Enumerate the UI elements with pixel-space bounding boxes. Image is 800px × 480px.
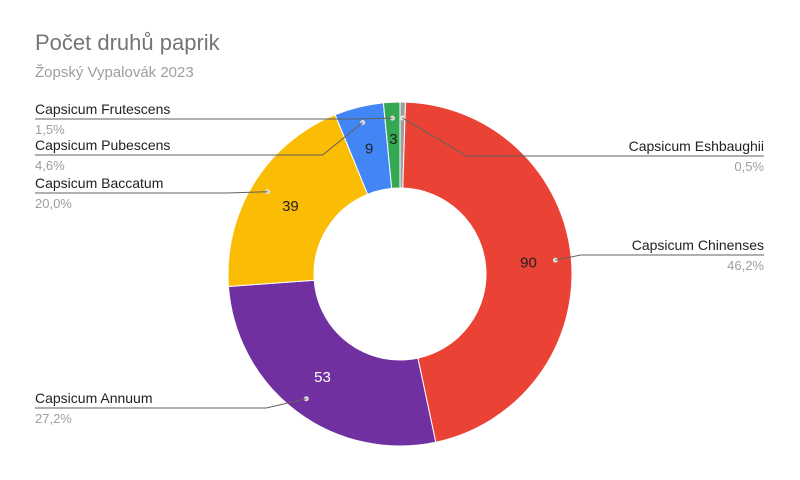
leader-line-capsicum-eshbaughii	[402, 117, 764, 157]
data-label-capsicum-pubescens: 9	[365, 141, 373, 158]
data-label-capsicum-annuum: 53	[314, 369, 331, 386]
chart-title: Počet druhů paprik	[35, 30, 220, 55]
leader-line-capsicum-chinenses	[555, 254, 764, 261]
callout-percent-capsicum-annuum: 27,2%	[35, 411, 72, 426]
callout-name-capsicum-annuum: Capsicum Annuum	[35, 390, 153, 406]
callout-percent-capsicum-baccatum: 20,0%	[35, 196, 72, 211]
leader-line-capsicum-annuum	[35, 398, 307, 409]
slice-capsicum-chinenses[interactable]	[402, 101, 573, 443]
slice-capsicum-frutescens[interactable]	[382, 101, 401, 189]
data-label-capsicum-frutescens: 3	[389, 131, 397, 148]
callout-percent-capsicum-frutescens: 1,5%	[35, 122, 65, 137]
callout-name-capsicum-baccatum: Capsicum Baccatum	[35, 175, 163, 191]
data-label-capsicum-baccatum: 39	[282, 198, 299, 215]
callout-percent-capsicum-chinenses: 46,2%	[727, 258, 764, 273]
callout-name-capsicum-chinenses: Capsicum Chinenses	[632, 237, 764, 253]
chart-subtitle: Žopský Vypalovák 2023	[35, 64, 194, 81]
leader-line-capsicum-pubescens	[35, 122, 363, 156]
callout-percent-capsicum-eshbaughii: 0,5%	[734, 159, 764, 174]
callout-name-capsicum-pubescens: Capsicum Pubescens	[35, 137, 170, 153]
callout-name-capsicum-eshbaughii: Capsicum Eshbaughii	[629, 138, 764, 154]
leader-line-capsicum-frutescens	[35, 117, 393, 120]
leader-line-capsicum-baccatum	[35, 191, 268, 194]
callout-name-capsicum-frutescens: Capsicum Frutescens	[35, 101, 170, 117]
slice-capsicum-annuum[interactable]	[227, 279, 437, 447]
callout-percent-capsicum-pubescens: 4,6%	[35, 158, 65, 173]
data-label-capsicum-chinenses: 90	[520, 255, 537, 272]
